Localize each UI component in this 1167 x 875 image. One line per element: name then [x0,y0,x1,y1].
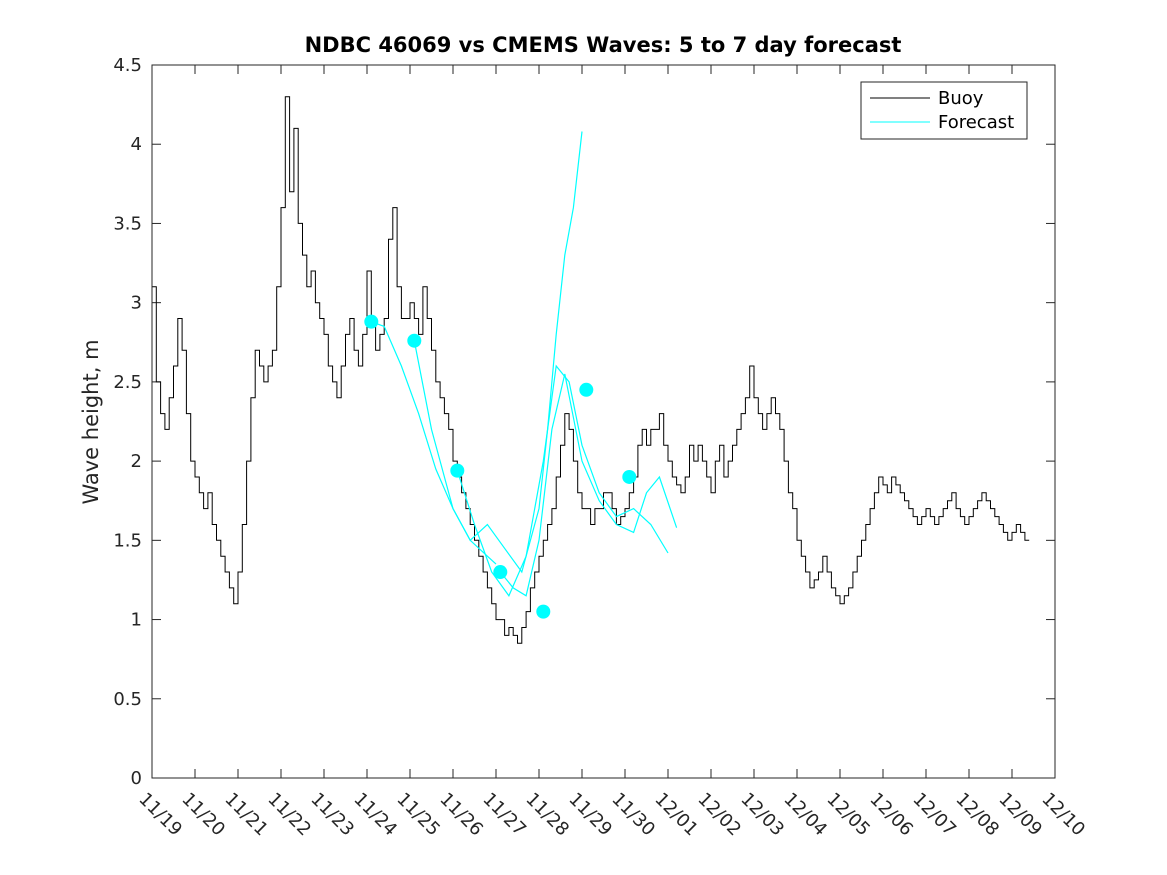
forecast-line [413,131,583,574]
buoy-series [152,96,1030,644]
buoy-line [152,96,1030,644]
forecast-line [499,373,678,597]
forecast-line [371,321,497,565]
forecast-marker [407,333,422,348]
legend: Buoy Forecast [860,81,1028,140]
forecast-marker [493,565,508,580]
forecast-marker [364,314,379,329]
y-tick-label: 3 [131,293,142,314]
y-tick-label: 0.5 [113,689,142,710]
y-axis-label: Wave height, m [79,339,103,504]
y-tick-label: 0 [131,768,142,789]
legend-buoy-label: Buoy [938,88,984,109]
forecast-marker [536,604,551,619]
forecast-markers [364,314,637,619]
y-tick-label: 3.5 [113,213,142,234]
y-tick-label: 1 [131,610,142,631]
forecast-marker [622,469,637,484]
y-tick-label: 1.5 [113,530,142,551]
y-tick-label: 4.5 [113,55,142,76]
legend-forecast-label: Forecast [938,112,1014,133]
chart-title: NDBC 46069 vs CMEMS Waves: 5 to 7 day fo… [305,33,902,57]
axes-box [151,64,1056,779]
y-tick-label: 2.5 [113,372,142,393]
y-tick-label: 2 [131,451,142,472]
forecast-marker [450,463,465,478]
legend-box [860,81,1028,140]
plot-area [152,65,1055,778]
forecast-marker [579,382,594,397]
y-tick-label: 4 [131,134,142,155]
